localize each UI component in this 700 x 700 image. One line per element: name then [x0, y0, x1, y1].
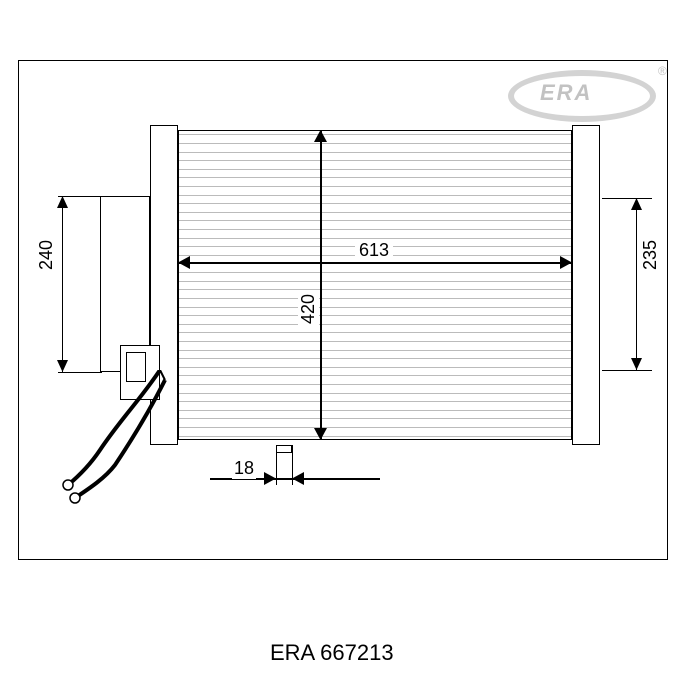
dim-613-arrow-l [178, 256, 190, 269]
brand-watermark: ERA [540, 80, 592, 106]
dim-613-line [178, 262, 572, 264]
caption: ERA 667213 [270, 640, 394, 666]
dim-420-line [320, 130, 322, 440]
dim-right-arrow-top [631, 198, 642, 210]
dim-18-label: 18 [232, 458, 256, 479]
dim-right-vline [636, 198, 637, 370]
caption-partno: 667213 [320, 640, 393, 665]
core-frame [178, 130, 572, 440]
dim-right-line-top [602, 198, 652, 199]
dim-left-arrow-top [57, 196, 68, 208]
right-header-tank [572, 125, 600, 445]
dim-420-arrow-b [314, 428, 327, 440]
dim-613-arrow-r [560, 256, 572, 269]
inlet-outlet-pipes [60, 370, 180, 510]
registered-mark: ® [658, 64, 667, 78]
diagram-canvas: ERA ® 240 235 613 420 18 [0, 0, 700, 700]
dim-right-line-bot [602, 370, 652, 371]
depth-profile [276, 445, 292, 453]
dim-right-arrow-bot [631, 358, 642, 370]
dim-right-235: 235 [640, 240, 661, 270]
dim-left-vline [62, 196, 63, 372]
dim-left-240: 240 [36, 240, 57, 270]
dim-420-arrow-t [314, 130, 327, 142]
dim-18-arrow-l [264, 472, 276, 485]
dim-420-label: 420 [298, 290, 319, 328]
dim-18-arrow-r [292, 472, 304, 485]
dim-613-label: 613 [355, 240, 393, 261]
caption-brand: ERA [270, 640, 314, 665]
